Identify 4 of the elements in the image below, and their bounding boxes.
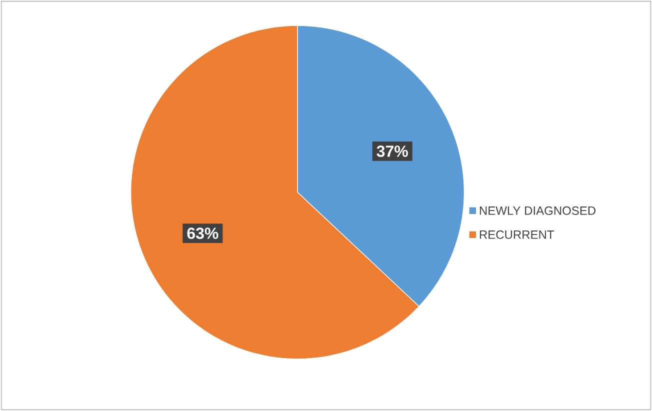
data-label: 37% xyxy=(376,146,408,157)
data-label: 63% xyxy=(187,228,218,239)
legend-label: NEWLY DIAGNOSED xyxy=(480,206,596,215)
legend-label: RECURRENT xyxy=(480,230,554,239)
